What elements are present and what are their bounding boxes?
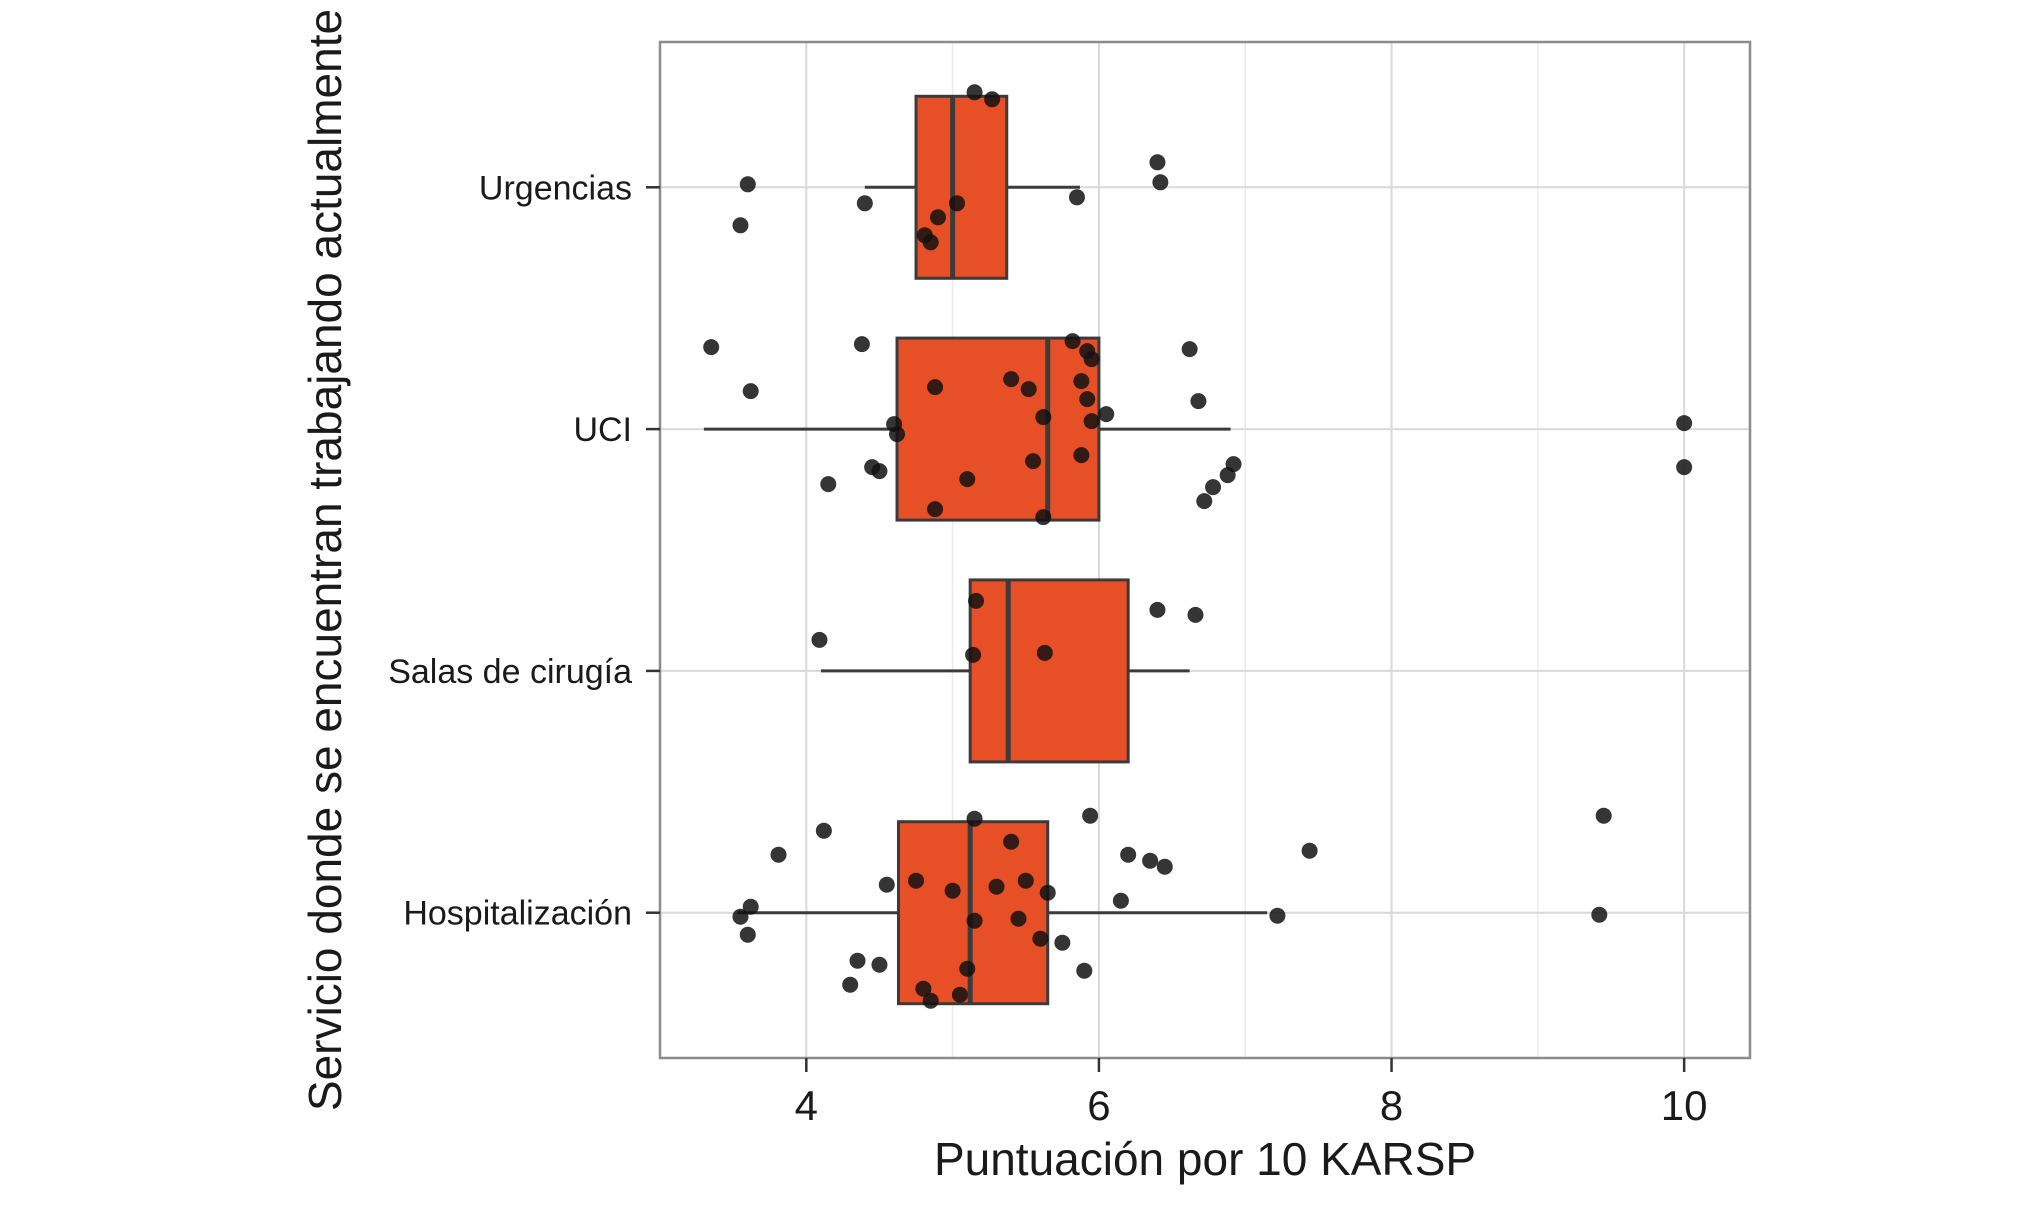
data-point — [703, 339, 720, 356]
data-point — [951, 986, 968, 1003]
data-point — [732, 908, 749, 925]
data-point — [916, 227, 933, 244]
data-point — [732, 217, 749, 234]
data-point — [842, 976, 859, 993]
x-tick-label: 4 — [795, 1082, 818, 1129]
data-point — [1112, 892, 1129, 909]
data-point — [889, 426, 906, 443]
data-point — [1142, 852, 1159, 869]
data-point — [1035, 509, 1052, 526]
data-point — [815, 822, 832, 839]
box — [896, 820, 1050, 1006]
data-point — [1301, 842, 1318, 859]
data-point — [1017, 872, 1034, 889]
data-point — [1003, 371, 1020, 388]
data-point — [1120, 846, 1137, 863]
data-point — [965, 646, 982, 663]
data-point — [856, 195, 873, 212]
data-point — [1149, 154, 1166, 171]
data-point — [820, 476, 837, 493]
data-point — [1591, 906, 1608, 923]
data-point — [871, 463, 888, 480]
x-tick-label: 6 — [1087, 1082, 1110, 1129]
data-point — [1020, 381, 1037, 398]
data-point — [853, 336, 870, 353]
data-point — [1156, 858, 1173, 875]
panel-background — [660, 42, 1750, 1058]
data-point — [878, 876, 895, 893]
data-point — [1676, 415, 1693, 432]
data-point — [959, 960, 976, 977]
data-point — [1068, 189, 1085, 206]
y-tick-label: Hospitalización — [403, 895, 632, 933]
data-point — [1032, 930, 1049, 947]
data-point — [1035, 409, 1052, 426]
data-point — [1073, 447, 1090, 464]
data-point — [988, 878, 1005, 895]
data-point — [959, 471, 976, 488]
data-point — [1083, 413, 1100, 430]
data-point — [1054, 934, 1071, 951]
box — [968, 578, 1130, 764]
data-point — [739, 176, 756, 193]
y-tick-label: Urgencias — [479, 169, 632, 207]
data-point — [1079, 391, 1096, 408]
data-point — [1187, 606, 1204, 623]
y-tick-label: UCI — [573, 411, 632, 449]
data-point — [1039, 884, 1056, 901]
data-point — [871, 956, 888, 973]
data-point — [742, 383, 759, 400]
data-point — [1152, 174, 1169, 191]
data-point — [742, 898, 759, 915]
x-axis-title: Puntuación por 10 KARSP — [933, 1133, 1477, 1185]
data-point — [922, 992, 939, 1009]
data-point — [966, 912, 983, 929]
x-tick-label: 10 — [1661, 1082, 1708, 1129]
data-point — [1076, 962, 1093, 979]
data-point — [1190, 393, 1207, 410]
data-point — [770, 846, 787, 863]
box — [895, 336, 1101, 522]
data-point — [1036, 644, 1053, 661]
data-point — [1082, 807, 1099, 824]
data-point — [1196, 493, 1213, 510]
data-point — [1083, 351, 1100, 368]
data-point — [1025, 453, 1042, 470]
data-point — [1181, 341, 1198, 358]
data-point — [966, 84, 983, 101]
data-point — [1269, 907, 1286, 924]
data-point — [1064, 333, 1081, 350]
data-point — [968, 592, 985, 609]
data-point — [929, 209, 946, 226]
data-point — [915, 980, 932, 997]
data-point — [908, 872, 925, 889]
data-point — [949, 195, 966, 212]
data-point — [1149, 601, 1166, 618]
data-point — [1003, 833, 1020, 850]
data-point — [927, 379, 944, 396]
data-point — [1219, 467, 1236, 484]
panel-border — [658, 40, 1752, 1060]
data-point — [1205, 479, 1222, 496]
data-point — [1010, 910, 1027, 927]
data-point — [944, 882, 961, 899]
data-point — [966, 810, 983, 827]
x-tick-label: 8 — [1380, 1082, 1403, 1129]
data-point — [984, 91, 1001, 108]
y-axis-title: Servicio donde se encuentran trabajando … — [299, 8, 351, 1112]
data-point — [739, 926, 756, 943]
data-point — [1595, 807, 1612, 824]
box — [914, 94, 1009, 280]
data-point — [1098, 406, 1115, 423]
y-tick-label: Salas de cirugía — [388, 653, 632, 691]
data-point — [927, 501, 944, 518]
data-point — [811, 631, 828, 648]
data-point — [1676, 459, 1693, 476]
data-point — [1073, 373, 1090, 390]
data-point — [849, 952, 866, 969]
